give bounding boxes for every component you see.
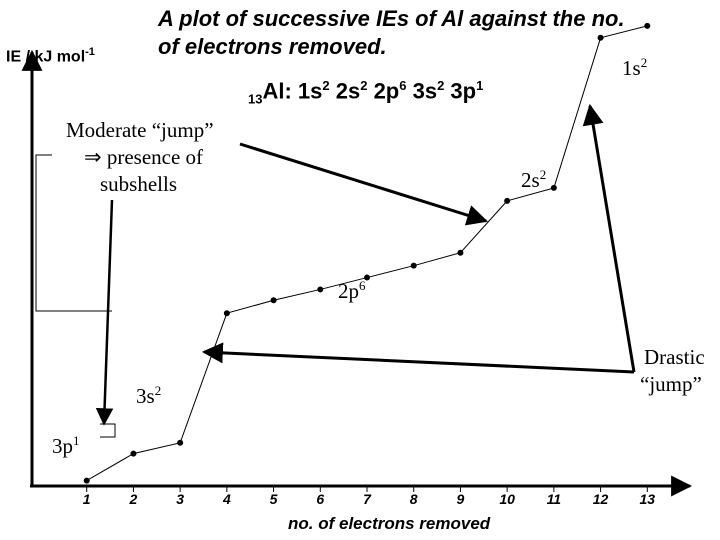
data-point: [270, 297, 277, 304]
shell-label-3s2: 3s2: [136, 378, 161, 409]
shell-label-1s2: 1s2: [622, 50, 647, 81]
config-exp: 1: [476, 78, 484, 93]
config-exp: 2: [322, 78, 330, 93]
x-tick-label: 1: [82, 491, 91, 507]
electron-configuration: 13Al: 1s2 2s2 2p6 3s2 3p1: [248, 78, 483, 107]
x-tick-label: 7: [363, 491, 371, 507]
data-point: [317, 286, 324, 293]
config-exp: 2: [360, 78, 368, 93]
chart-title-line-1: A plot of successive IEs of Al against t…: [158, 6, 625, 31]
moderate-jump-label: Moderate “jump”: [66, 118, 214, 142]
shell-label-exp: 2: [539, 167, 547, 182]
x-tick-label: 10: [499, 491, 515, 507]
config-part: : 1s: [284, 78, 323, 104]
x-tick-label: 11: [546, 491, 562, 507]
shell-label-2s2: 2s2: [521, 162, 546, 193]
shell-label-text: 2s: [521, 168, 540, 192]
shell-label-2p6: 2p6: [338, 273, 366, 304]
3p-bracket: [100, 423, 116, 438]
data-point: [130, 450, 137, 457]
data-point: [223, 310, 230, 317]
x-tick-label: 6: [316, 491, 325, 507]
shell-label-text: 3p: [52, 434, 73, 458]
drastic-jump-line-2: “jump”: [640, 372, 702, 396]
config-part: 3p: [444, 78, 477, 104]
shell-label-exp: 6: [359, 278, 366, 293]
x-tick-label: 13: [639, 491, 656, 507]
config-part: 2p: [367, 78, 400, 104]
x-tick-label: 12: [592, 491, 609, 507]
config-exp: 2: [437, 78, 445, 93]
config-part: 2s: [329, 78, 361, 104]
data-point: [364, 274, 370, 281]
element-symbol: Al: [262, 78, 285, 104]
shell-label-exp: 1: [73, 433, 80, 448]
config-part: 3s: [406, 78, 438, 104]
shell-label-exp: 2: [154, 383, 162, 398]
y-axis-label-exponent: -1: [85, 46, 95, 58]
shell-label-text: 1s: [622, 56, 641, 80]
x-tick-label: 5: [269, 491, 278, 507]
drastic-jump-arrow-left: [201, 342, 635, 374]
atomic-number: 13: [248, 91, 263, 107]
data-point: [644, 22, 651, 29]
shell-label-exp: 2: [640, 55, 648, 70]
data-point: [177, 439, 184, 446]
x-tick-label: 4: [222, 491, 231, 507]
ie-series-line: [86, 25, 648, 482]
moderate-jump-line-2: ⇒ presence of: [84, 145, 204, 169]
moderate-bracket-line: [35, 154, 112, 312]
x-tick-label: 9: [456, 491, 465, 507]
data-point: [410, 262, 417, 269]
chart-title-line-2: of electrons removed.: [158, 34, 387, 59]
shell-label-3p1: 3p1: [52, 428, 80, 459]
moderate-jump-line-3: subshells: [100, 172, 178, 196]
data-point: [504, 197, 511, 204]
data-point: [597, 34, 604, 41]
data-point: [550, 184, 557, 191]
drastic-jump-label: Drastic: [644, 345, 705, 369]
data-point: [83, 477, 90, 484]
shell-label-text: 3s: [136, 384, 155, 408]
shell-label-text: 2p: [338, 279, 359, 303]
x-axis-label: no. of electrons removed: [288, 514, 491, 533]
drastic-jump-arrow-up: [582, 103, 636, 373]
config-exp: 6: [399, 78, 407, 93]
x-tick-label: 3: [176, 491, 185, 507]
x-tick-label: 2: [129, 491, 138, 507]
data-point: [457, 249, 464, 256]
moderate-down-arrow: [95, 199, 114, 426]
moderate-jump-arrow: [239, 142, 489, 226]
x-tick-label: 8: [409, 491, 418, 507]
